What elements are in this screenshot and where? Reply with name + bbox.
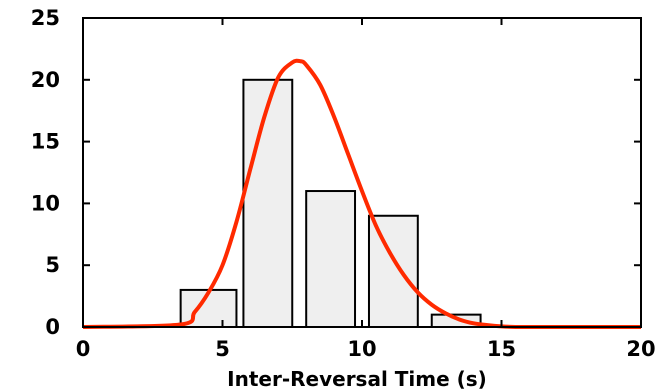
x-tick-label: 5: [215, 337, 230, 361]
y-tick-label: 5: [45, 253, 60, 277]
x-tick-label: 15: [487, 337, 516, 361]
plot-frame: [82, 17, 642, 328]
fit-curve-line: [82, 58, 641, 330]
x-tick-label: 20: [626, 337, 655, 361]
x-axis-label: Inter-Reversal Time (s): [227, 367, 487, 391]
y-tick-label: 15: [31, 130, 60, 154]
y-tick-label: 10: [31, 191, 60, 215]
x-tick-label: 0: [76, 337, 91, 361]
histogram-bar-4: [367, 214, 419, 328]
histogram-bar-2: [242, 78, 294, 328]
histogram-bar-3: [305, 190, 357, 328]
y-tick-label: 25: [31, 6, 60, 30]
x-axis-ticks: 0 5 10 15 20: [76, 18, 656, 361]
y-tick-label: 0: [45, 315, 60, 339]
histogram-bars: [179, 78, 482, 329]
y-tick-label: 20: [31, 68, 60, 92]
y-axis-ticks: 0 5 10 15 20 25: [31, 6, 641, 339]
x-tick-label: 10: [347, 337, 376, 361]
